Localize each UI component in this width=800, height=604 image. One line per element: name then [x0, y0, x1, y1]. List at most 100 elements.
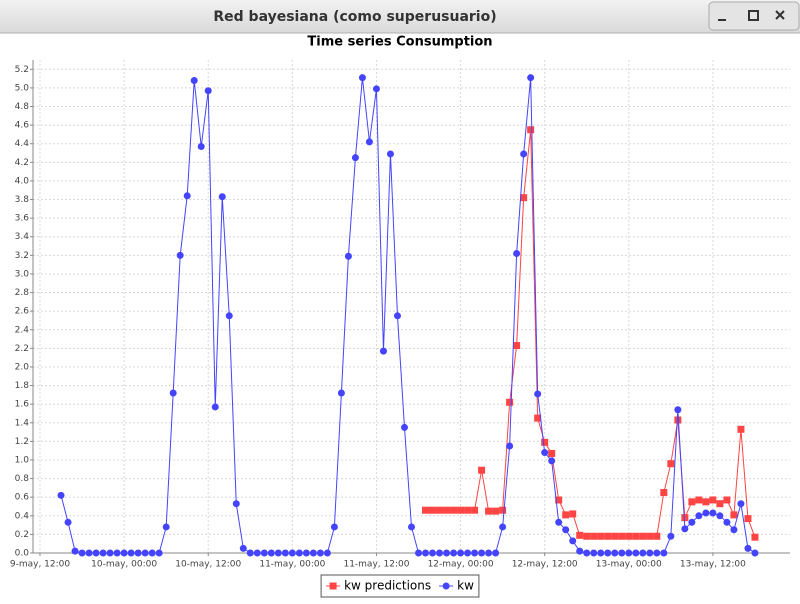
- point: [443, 506, 451, 514]
- maximize-button[interactable]: [748, 10, 759, 21]
- point: [85, 549, 93, 557]
- point: [106, 549, 114, 557]
- point: [499, 506, 507, 514]
- point: [660, 489, 668, 497]
- y-tick-label: 0.8: [15, 474, 30, 484]
- point: [281, 549, 289, 557]
- x-tick-label: 11-may, 00:00: [259, 560, 325, 570]
- point: [618, 549, 626, 557]
- y-tick-label: 4.0: [15, 176, 30, 186]
- point: [155, 549, 163, 557]
- point: [457, 506, 465, 514]
- y-tick-label: 1.6: [15, 400, 30, 410]
- x-tick-label: 13-may, 12:00: [680, 560, 746, 570]
- point: [239, 544, 247, 552]
- x-tick-label: 11-may, 12:00: [343, 560, 409, 570]
- y-tick-label: 2.2: [15, 344, 29, 354]
- y-tick-label: 4.4: [15, 139, 30, 149]
- point: [113, 549, 121, 557]
- point: [702, 509, 710, 517]
- point: [674, 406, 682, 414]
- y-tick-label: 3.8: [15, 195, 30, 205]
- point: [716, 500, 724, 508]
- controls-frame: [708, 1, 800, 31]
- point: [64, 518, 72, 526]
- point: [681, 525, 689, 533]
- y-tick-label: 0.4: [15, 511, 30, 521]
- point: [302, 549, 310, 557]
- point: [197, 143, 205, 151]
- point: [534, 390, 542, 398]
- y-tick-label: 2.4: [15, 325, 30, 335]
- y-tick-label: 3.6: [15, 214, 30, 224]
- point: [127, 549, 135, 557]
- point: [372, 85, 380, 93]
- point: [562, 526, 570, 534]
- point: [737, 425, 745, 433]
- point: [176, 251, 184, 259]
- point: [730, 511, 738, 519]
- point: [555, 496, 563, 504]
- y-tick-label: 0.2: [15, 530, 29, 540]
- point: [583, 532, 591, 540]
- legend-marker: [329, 582, 337, 590]
- point: [548, 449, 556, 457]
- point: [183, 192, 191, 200]
- point: [506, 442, 514, 450]
- point: [323, 549, 331, 557]
- point: [702, 498, 710, 506]
- point: [625, 532, 633, 540]
- point: [653, 549, 661, 557]
- window-title: Red bayesiana (como superusuario): [213, 9, 496, 25]
- point: [218, 193, 226, 201]
- point: [576, 547, 584, 555]
- point: [204, 87, 212, 95]
- point: [92, 549, 100, 557]
- point: [450, 549, 458, 557]
- point: [576, 531, 584, 539]
- point: [211, 403, 219, 411]
- point: [632, 532, 640, 540]
- point: [611, 532, 619, 540]
- point: [288, 549, 296, 557]
- point: [709, 496, 717, 504]
- point: [450, 506, 458, 514]
- point: [541, 449, 549, 457]
- point: [436, 506, 444, 514]
- point: [541, 438, 549, 446]
- point: [499, 523, 507, 531]
- point: [632, 549, 640, 557]
- point: [520, 150, 528, 158]
- plot: 0.0 0.2 0.4 0.6 0.8 1.0 1.2 1.4 1.6 1.8 2.0 2.2 2.4 2…: [10, 60, 790, 598]
- point: [744, 544, 752, 552]
- point: [492, 549, 500, 557]
- point: [520, 194, 528, 202]
- point: [646, 549, 654, 557]
- chart-title: Time series Consumption: [307, 35, 492, 50]
- close-button[interactable]: [775, 10, 785, 20]
- point: [141, 549, 149, 557]
- point: [99, 549, 107, 557]
- point: [653, 532, 661, 540]
- point: [674, 416, 682, 424]
- point: [695, 496, 703, 504]
- point: [562, 511, 570, 519]
- point: [730, 526, 738, 534]
- legend: kw predictions kw: [320, 574, 480, 598]
- y-tick-label: 2.6: [15, 307, 30, 317]
- point: [744, 515, 752, 523]
- point: [492, 507, 500, 515]
- point: [611, 549, 619, 557]
- point: [429, 549, 437, 557]
- point: [737, 500, 745, 508]
- point: [590, 532, 598, 540]
- point: [274, 549, 282, 557]
- point: [590, 549, 598, 557]
- x-tick-label: 12-may, 12:00: [512, 560, 578, 570]
- point: [232, 500, 240, 508]
- point: [751, 533, 759, 541]
- point: [646, 532, 654, 540]
- point: [408, 523, 415, 531]
- y-tick-label: 4.2: [15, 158, 29, 168]
